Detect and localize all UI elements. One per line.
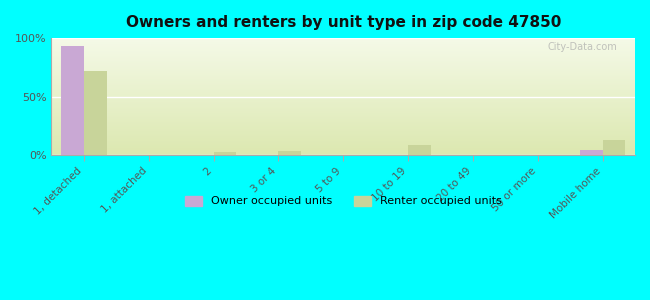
Bar: [61, 46, 84, 155]
Bar: [408, 145, 431, 155]
Bar: [580, 150, 603, 155]
Bar: [84, 71, 107, 155]
Text: City-Data.com: City-Data.com: [548, 42, 617, 52]
Bar: [603, 140, 625, 155]
Title: Owners and renters by unit type in zip code 47850: Owners and renters by unit type in zip c…: [125, 15, 561, 30]
Bar: [214, 152, 236, 155]
Legend: Owner occupied units, Renter occupied units: Owner occupied units, Renter occupied un…: [181, 191, 506, 211]
Bar: [278, 151, 301, 155]
